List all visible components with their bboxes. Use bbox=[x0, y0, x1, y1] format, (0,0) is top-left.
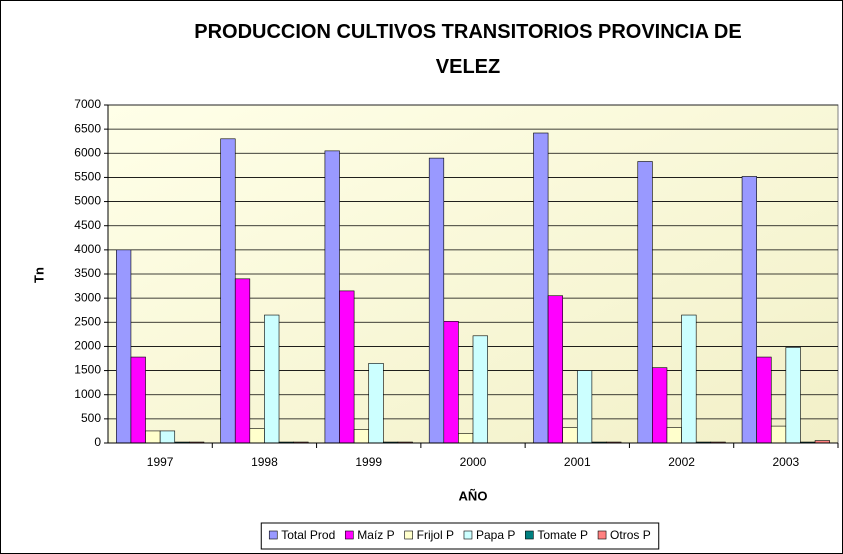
y-tick-label: 1500 bbox=[74, 363, 101, 377]
legend-label: Total Prod bbox=[281, 528, 335, 542]
y-tick-label: 2500 bbox=[74, 314, 101, 328]
x-axis-title: AÑO bbox=[459, 488, 488, 503]
legend-swatch bbox=[344, 530, 354, 540]
bar bbox=[428, 157, 445, 444]
y-tick-label: 3000 bbox=[74, 290, 101, 304]
bar bbox=[159, 430, 176, 444]
bar bbox=[220, 138, 236, 444]
y-tick-label: 2000 bbox=[74, 339, 101, 353]
bar bbox=[339, 290, 355, 444]
bar bbox=[324, 150, 340, 444]
y-tick-label: 6500 bbox=[74, 121, 101, 135]
bar bbox=[681, 314, 697, 444]
chart-title: PRODUCCION CULTIVOS TRANSITORIOS PROVINC… bbox=[194, 21, 741, 78]
bar bbox=[770, 425, 787, 444]
x-tick-label: 2000 bbox=[460, 455, 487, 469]
bar bbox=[652, 367, 668, 444]
bar bbox=[264, 314, 280, 444]
bar bbox=[353, 429, 370, 444]
bar bbox=[458, 433, 474, 444]
x-tick-label: 2001 bbox=[564, 455, 591, 469]
y-tick-label: 500 bbox=[81, 411, 101, 425]
bar bbox=[443, 321, 459, 444]
x-tick-label: 2003 bbox=[773, 455, 800, 469]
y-tick-label: 5500 bbox=[74, 170, 101, 184]
y-tick-label: 4000 bbox=[74, 242, 101, 256]
x-tick-label: 1998 bbox=[251, 455, 278, 469]
legend-label: Otros P bbox=[610, 528, 651, 542]
bar bbox=[666, 427, 682, 444]
y-axis-title: Tn bbox=[31, 267, 46, 283]
x-tick-label: 1999 bbox=[355, 455, 382, 469]
legend bbox=[260, 522, 660, 550]
legend-swatch bbox=[268, 530, 278, 540]
legend-label: Tomate P bbox=[537, 528, 588, 542]
y-tick-label: 0 bbox=[94, 435, 101, 449]
bar bbox=[756, 356, 772, 444]
bar bbox=[637, 161, 653, 444]
bar bbox=[368, 363, 384, 444]
legend-swatch bbox=[463, 530, 473, 540]
bar bbox=[116, 249, 132, 444]
bar bbox=[130, 356, 146, 444]
y-tick-label: 4500 bbox=[74, 218, 101, 232]
bar bbox=[234, 278, 251, 444]
y-tick-label: 5000 bbox=[74, 194, 101, 208]
legend-swatch bbox=[597, 530, 607, 540]
bar bbox=[785, 347, 801, 444]
legend-swatch bbox=[525, 530, 534, 540]
bar bbox=[741, 176, 757, 444]
y-tick-label: 1000 bbox=[74, 387, 101, 401]
bar bbox=[472, 335, 488, 444]
legend-swatch bbox=[404, 530, 413, 540]
y-tick-label: 7000 bbox=[74, 97, 101, 111]
bar bbox=[249, 428, 265, 444]
y-tick-label: 3500 bbox=[74, 266, 101, 280]
bar bbox=[547, 295, 563, 444]
legend-label: Maíz P bbox=[357, 528, 394, 542]
bar bbox=[562, 427, 578, 444]
bar bbox=[145, 430, 161, 444]
bar bbox=[533, 132, 549, 444]
legend-label: Frijol P bbox=[417, 528, 454, 542]
bar bbox=[576, 370, 593, 444]
x-tick-label: 1997 bbox=[147, 455, 174, 469]
legend-label: Papa P bbox=[476, 528, 515, 542]
x-tick-label: 2002 bbox=[668, 455, 695, 469]
y-tick-label: 6000 bbox=[74, 145, 101, 159]
